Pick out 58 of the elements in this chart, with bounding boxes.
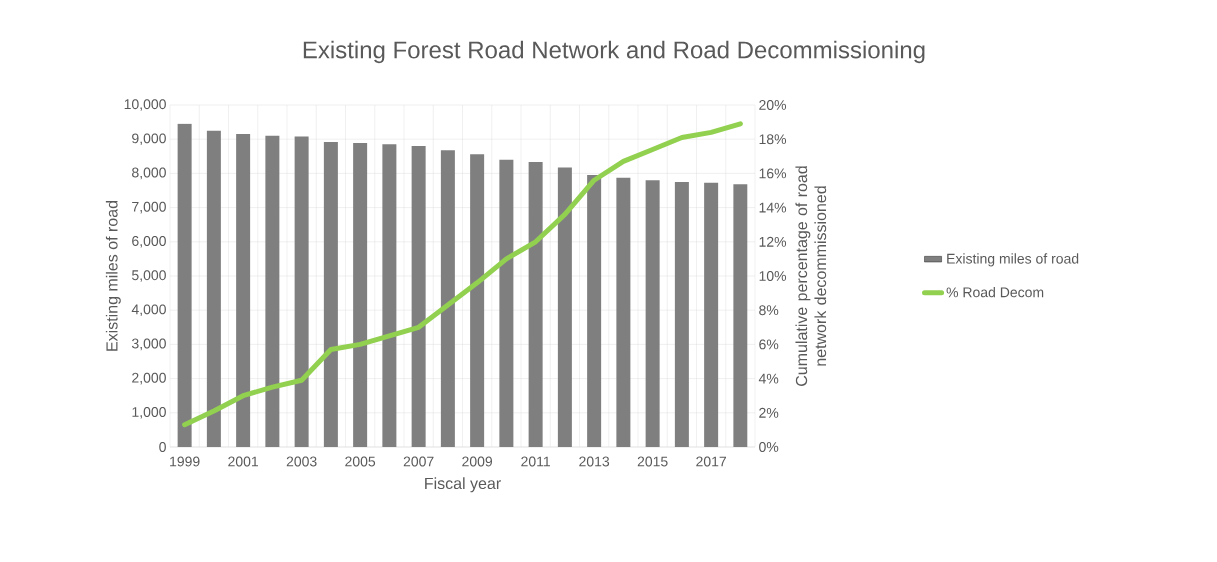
- bar: [177, 123, 192, 447]
- bar: [323, 141, 338, 447]
- y-tick-label: 5,000: [132, 270, 166, 282]
- y-tick-label: 3,000: [131, 338, 166, 351]
- x-tick-label: 2009: [462, 456, 493, 467]
- bar: [353, 142, 368, 447]
- y-tick-label: 2,000: [132, 372, 166, 385]
- y-tick-label: 0: [159, 442, 166, 452]
- bar: [294, 136, 309, 447]
- bar: [587, 175, 602, 447]
- y-tick-label: 8,000: [132, 167, 166, 180]
- bar: [645, 180, 660, 447]
- chart-title: Existing Forest Road Network and Road Decommissioning: [303, 40, 925, 64]
- bar: [470, 154, 485, 447]
- bar: [616, 177, 631, 447]
- bar: [236, 134, 251, 447]
- y2-axis-title: Cumulative percentage of road network decommissioned: [795, 166, 827, 386]
- y-tick-label: 7,000: [132, 201, 166, 214]
- x-tick-label: 2011: [521, 456, 550, 467]
- bar: [499, 159, 514, 447]
- y-tick-label: 1,000: [132, 407, 166, 419]
- y2-tick-label: 16%: [759, 168, 787, 179]
- y2-tick-label: 2%: [759, 407, 779, 418]
- x-tick-label: 2001: [228, 456, 259, 467]
- y-tick-label: 6,000: [132, 236, 166, 248]
- x-tick-label: 2005: [345, 456, 376, 467]
- y2-tick-label: 4%: [758, 373, 779, 384]
- legend-label: Existing miles of road: [947, 253, 1079, 267]
- x-tick-label: 1999: [170, 456, 200, 467]
- y2-tick-label: 20%: [759, 100, 787, 110]
- x-axis-title: Fiscal year: [425, 477, 501, 493]
- y-tick-label: 4,000: [131, 304, 166, 316]
- x-tick-label: 2003: [286, 456, 317, 467]
- y2-tick-label: 12%: [759, 236, 787, 247]
- y2-tick-label: 0%: [759, 442, 779, 452]
- y2-tick-label: 18%: [759, 134, 787, 145]
- bar: [206, 130, 221, 447]
- bar: [382, 144, 397, 447]
- y2-tick-label: 10%: [759, 271, 787, 281]
- bar: [528, 162, 543, 447]
- x-tick-label: 2017: [696, 456, 726, 467]
- y2-tick-label: 6%: [759, 339, 779, 350]
- bar: [265, 135, 280, 447]
- bar: [733, 184, 748, 447]
- bar: [411, 146, 426, 447]
- x-tick-label: 2007: [403, 456, 434, 467]
- y2-tick-label: 14%: [759, 202, 787, 213]
- y-tick-label: 9,000: [132, 133, 166, 145]
- x-tick-label: 2013: [579, 456, 610, 467]
- y-tick-label: 10,000: [124, 99, 166, 111]
- bar: [674, 181, 689, 447]
- y-axis-title: Existing miles of road: [105, 201, 121, 351]
- bar: [557, 167, 572, 447]
- bar: [704, 182, 719, 447]
- y2-tick-label: 8%: [759, 305, 779, 316]
- legend-label: % Road Decom: [946, 286, 1044, 298]
- bar: [440, 150, 455, 447]
- x-tick-label: 2015: [637, 456, 668, 467]
